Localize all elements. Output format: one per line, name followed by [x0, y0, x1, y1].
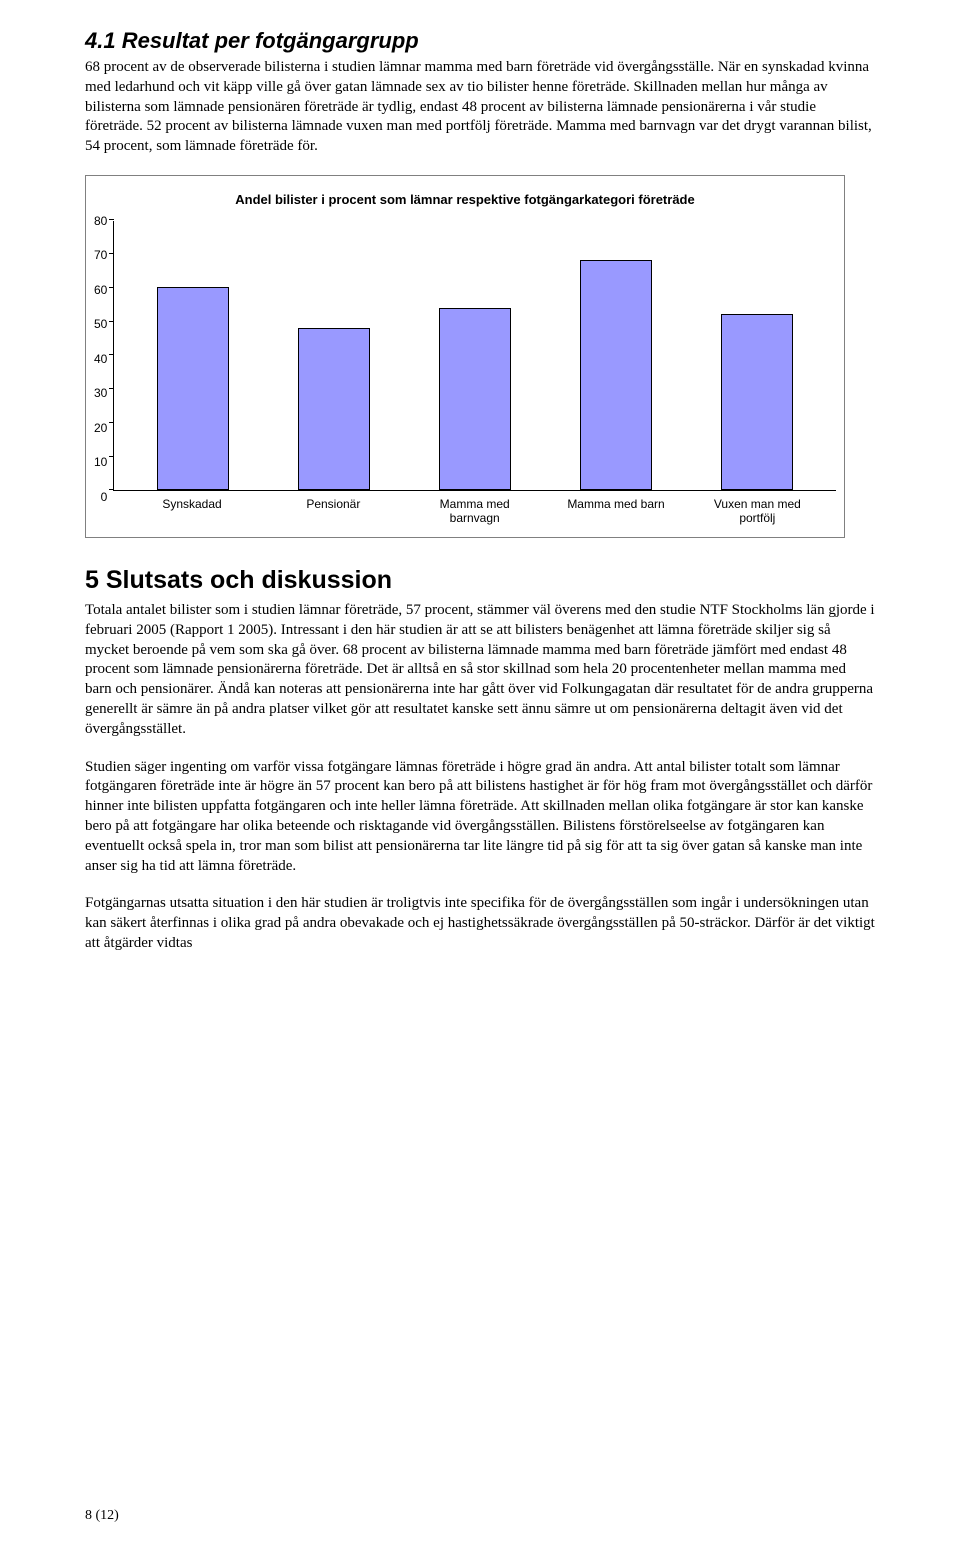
chart-y-tick-mark [109, 354, 114, 355]
chart-x-label: Vuxen man med portfölj [697, 497, 817, 525]
chart-y-tick-mark [109, 287, 114, 288]
page-number: 8 (12) [85, 1508, 119, 1524]
chart-bar [298, 328, 370, 490]
chart-plot [113, 221, 836, 491]
page: 4.1 Resultat per fotgängargrupp 68 proce… [0, 0, 960, 1554]
chart-x-label: Pensionär [273, 497, 393, 525]
section-4-1-paragraph: 68 procent av de observerade bilisterna … [85, 58, 875, 157]
chart-bar [580, 260, 652, 490]
chart-bar [439, 308, 511, 490]
chart-y-tick-mark [109, 321, 114, 322]
section-5-heading: 5 Slutsats och diskussion [85, 566, 875, 595]
chart-y-tick-mark [109, 219, 114, 220]
chart-area: 80706050403020100 SynskadadPensionärMamm… [94, 221, 836, 525]
chart-x-label: Mamma med barn [556, 497, 676, 525]
section-5-paragraph-3: Fotgängarnas utsatta situation i den här… [85, 894, 875, 953]
chart-x-label: Mamma med barnvagn [415, 497, 535, 525]
chart-y-tick-mark [109, 489, 114, 490]
chart-container: Andel bilister i procent som lämnar resp… [85, 175, 845, 538]
chart-y-tick-mark [109, 388, 114, 389]
chart-bar [157, 287, 229, 490]
chart-title: Andel bilister i procent som lämnar resp… [94, 192, 836, 207]
chart-x-label: Synskadad [132, 497, 252, 525]
chart-plot-wrapper: Synskadad Pensionär Mamma med barnvagn Mamm… [113, 221, 836, 525]
chart-y-tick-mark [109, 253, 114, 254]
chart-bar [721, 314, 793, 490]
section-5-paragraph-1: Totala antalet bilister som i studien lä… [85, 601, 875, 740]
chart-x-labels: Synskadad Pensionär Mamma med barnvagn Mamm… [113, 491, 836, 525]
chart-y-tick-mark [109, 422, 114, 423]
chart-y-tick-mark [109, 456, 114, 457]
section-4-1-heading: 4.1 Resultat per fotgängargrupp [85, 28, 875, 54]
section-5-paragraph-2: Studien säger ingenting om varför vissa … [85, 758, 875, 877]
